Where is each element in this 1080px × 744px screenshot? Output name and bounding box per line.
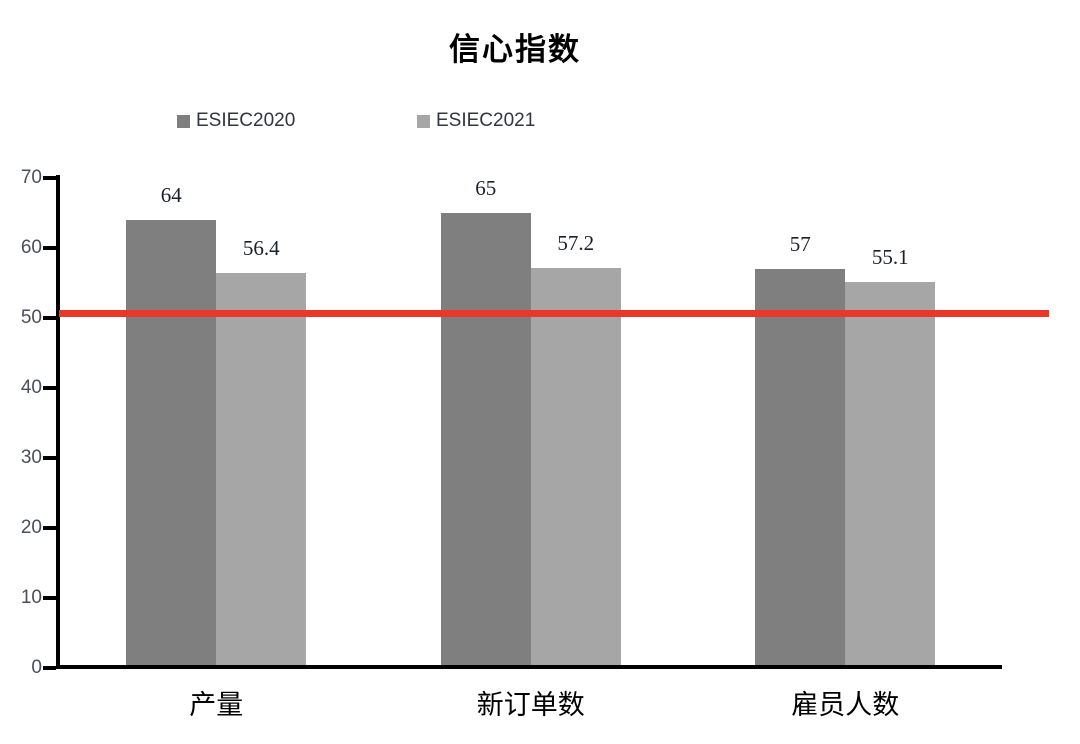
legend-color-swatch-icon (417, 114, 430, 128)
y-axis-tick-label: 10 (20, 587, 42, 608)
y-axis-line (56, 175, 60, 669)
bar-esiec2021-cat3 (845, 282, 936, 668)
y-axis-tick-label: 50 (20, 307, 42, 328)
y-axis-tick-label: 0 (31, 657, 42, 678)
bar-esiec2020-cat2 (440, 213, 531, 668)
bar-value-label: 57 (789, 232, 811, 256)
y-axis-tick-label: 30 (20, 447, 42, 468)
bar-value-label: 64 (160, 183, 182, 207)
bar-value-label: 65 (475, 176, 497, 200)
y-axis-tick (43, 246, 56, 250)
y-axis-tick (43, 666, 56, 670)
x-axis-category-label: 新订单数 (476, 690, 585, 720)
legend: ESIEC2020 ESIEC2021 (0, 110, 1080, 136)
legend-label: ESIEC2021 (436, 110, 536, 131)
y-axis-tick (43, 176, 56, 180)
y-axis-tick (43, 386, 56, 390)
y-axis-tick-label: 20 (20, 517, 42, 538)
x-axis-category-label: 产量 (189, 690, 244, 720)
legend-color-swatch-icon (177, 114, 190, 128)
y-axis-tick-label: 70 (20, 167, 42, 188)
bar-esiec2020-cat3 (755, 269, 846, 668)
reference-line (59, 310, 1049, 318)
y-axis-tick (43, 316, 56, 320)
bar-esiec2020-cat1 (126, 220, 217, 668)
x-axis-category-label: 雇员人数 (791, 690, 900, 720)
y-axis-tick-label: 40 (20, 377, 42, 398)
bar-value-label: 56.4 (242, 236, 280, 261)
legend-label: ESIEC2020 (196, 110, 296, 131)
bar-value-label: 55.1 (871, 245, 909, 270)
y-axis-tick (43, 456, 56, 460)
legend-item-esiec2020: ESIEC2020 (177, 110, 295, 132)
y-axis-tick (43, 526, 56, 530)
bar-esiec2021-cat2 (530, 267, 621, 668)
chart-title: 信心指数 (449, 32, 581, 67)
legend-item-esiec2021: ESIEC2021 (417, 110, 535, 132)
y-axis-tick (43, 596, 56, 600)
x-axis-line (56, 665, 1002, 669)
bar-esiec2021-cat1 (216, 273, 307, 668)
bar-value-label: 57.2 (557, 230, 595, 255)
y-axis-tick-label: 60 (20, 237, 42, 258)
